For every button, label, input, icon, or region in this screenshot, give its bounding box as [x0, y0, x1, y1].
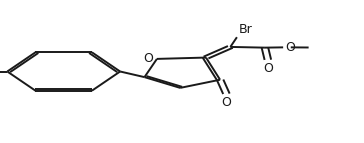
Text: Br: Br	[239, 23, 253, 36]
Text: O: O	[286, 41, 296, 54]
Text: O: O	[264, 61, 273, 75]
Text: O: O	[221, 96, 232, 109]
Text: O: O	[143, 52, 153, 65]
